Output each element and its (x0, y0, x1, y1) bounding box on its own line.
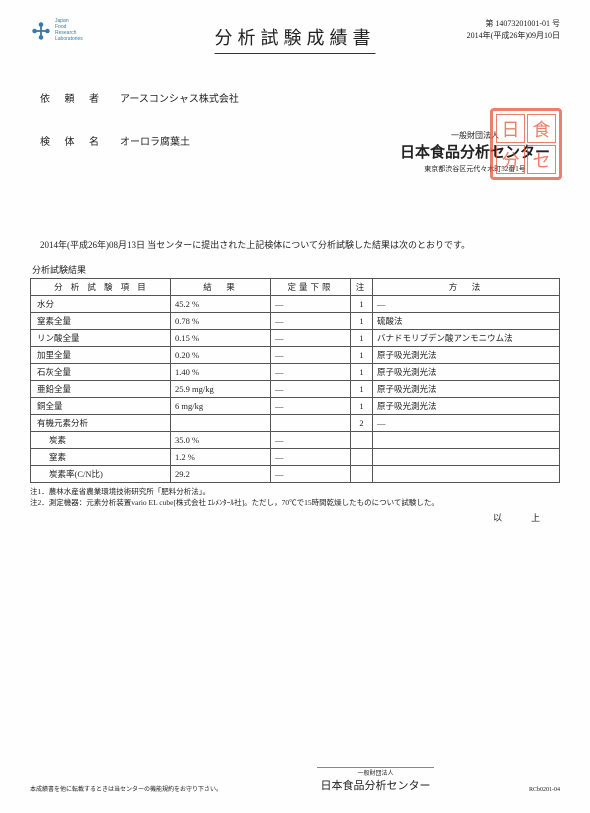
table-row: 炭素率(C/N比)29.2― (31, 466, 560, 483)
cell-item: 銅全量 (31, 398, 171, 415)
cell-note: 1 (351, 347, 373, 364)
logo-text: Japan Food Research Laboratories (55, 18, 83, 42)
footnote-2: 注2．測定機器：元素分析装置vario EL cube[株式会社 ｴﾚﾒﾝﾀｰﾙ… (30, 497, 560, 508)
cell-note (351, 449, 373, 466)
cell-item: 亜鉛全量 (31, 381, 171, 398)
cell-method: ― (373, 296, 560, 313)
table-row: 石灰全量1.40 %―1原子吸光測光法 (31, 364, 560, 381)
requester-value: アースコンシャス株式会社 (120, 94, 239, 105)
logo-icon (30, 20, 52, 42)
table-row: 水分45.2 %―1― (31, 296, 560, 313)
th-lower: 定量下限 (271, 279, 351, 296)
cell-note (351, 432, 373, 449)
cell-method (373, 449, 560, 466)
cell-note (351, 466, 373, 483)
th-result: 結 果 (171, 279, 271, 296)
cell-lower: ― (271, 347, 351, 364)
table-row: 窒素全量0.78 %―1硫酸法 (31, 313, 560, 330)
cell-lower: ― (271, 313, 351, 330)
table-row: 炭素35.0 %― (31, 432, 560, 449)
seal-stamp: 日食分セ (490, 108, 562, 180)
cell-result (171, 415, 271, 432)
cell-lower: ― (271, 466, 351, 483)
cell-item: 加里全量 (31, 347, 171, 364)
cell-result: 25.9 mg/kg (171, 381, 271, 398)
cell-lower: ― (271, 449, 351, 466)
cell-result: 1.40 % (171, 364, 271, 381)
table-row: リン酸全量0.15 %―1バナドモリブデン酸アンモニウム法 (31, 330, 560, 347)
cell-item: 水分 (31, 296, 171, 313)
footer-disclaimer: 本成績書を他に転載するときは当センターの機能規約をお守り下さい。 (30, 784, 222, 793)
cell-item: 石灰全量 (31, 364, 171, 381)
footnotes: 注1．農林水産省農業環境技術研究所「肥料分析法」。 注2．測定機器：元素分析装置… (30, 486, 560, 509)
footer-org-name: 日本食品分析センター (321, 780, 431, 792)
cell-item: 炭素 (31, 432, 171, 449)
cell-lower: ― (271, 364, 351, 381)
cell-result: 29.2 (171, 466, 271, 483)
cell-item: 窒素 (31, 449, 171, 466)
th-method: 方 法 (373, 279, 560, 296)
footer: 本成績書を他に転載するときは当センターの機能規約をお守り下さい。 一般財団法人 … (30, 767, 560, 793)
cell-method (373, 432, 560, 449)
th-item: 分 析 試 験 項 目 (31, 279, 171, 296)
cell-item: 炭素率(C/N比) (31, 466, 171, 483)
logo: Japan Food Research Laboratories (30, 18, 83, 42)
requester-label: 依 頼 者 (40, 94, 105, 105)
intro-text: 2014年(平成26年)08月13日 当センターに提出された上記検体について分析… (40, 238, 560, 251)
cell-result: 6 mg/kg (171, 398, 271, 415)
table-row: 有機元素分析 2― (31, 415, 560, 432)
table-row: 銅全量6 mg/kg―1原子吸光測光法 (31, 398, 560, 415)
footer-center: 一般財団法人 日本食品分析センター (222, 767, 529, 793)
logo-line: Laboratories (55, 36, 83, 42)
cell-note: 1 (351, 330, 373, 347)
cell-lower: ― (271, 381, 351, 398)
results-label: 分析試験結果 (32, 263, 560, 276)
footnote-1: 注1．農林水産省農業環境技術研究所「肥料分析法」。 (30, 486, 560, 497)
cell-item: リン酸全量 (31, 330, 171, 347)
cell-lower: ― (271, 432, 351, 449)
cell-result: 1.2 % (171, 449, 271, 466)
cell-method (373, 466, 560, 483)
cell-method: 原子吸光測光法 (373, 398, 560, 415)
cell-result: 0.15 % (171, 330, 271, 347)
table-row: 窒素1.2 %― (31, 449, 560, 466)
footer-org-pre: 一般財団法人 (317, 767, 433, 777)
cell-note: 1 (351, 381, 373, 398)
cell-lower: ― (271, 330, 351, 347)
sample-value: オーロラ腐葉土 (120, 137, 190, 148)
cell-result: 35.0 % (171, 432, 271, 449)
requester-row: 依 頼 者 アースコンシャス株式会社 (40, 90, 560, 105)
cell-method: ― (373, 415, 560, 432)
cell-method: 原子吸光測光法 (373, 381, 560, 398)
cell-result: 0.20 % (171, 347, 271, 364)
cell-note: 2 (351, 415, 373, 432)
cell-item: 有機元素分析 (31, 415, 171, 432)
cell-lower: ― (271, 296, 351, 313)
cell-note: 1 (351, 364, 373, 381)
sample-label: 検 体 名 (40, 137, 105, 148)
cell-note: 1 (351, 313, 373, 330)
doc-date-line: 2014年(平成26年)09月10日 (467, 30, 560, 42)
cell-item: 窒素全量 (31, 313, 171, 330)
th-note: 注 (351, 279, 373, 296)
cell-result: 0.78 % (171, 313, 271, 330)
cell-method: 原子吸光測光法 (373, 364, 560, 381)
cell-lower: ― (271, 398, 351, 415)
header: Japan Food Research Laboratories 分析試験成績書… (30, 18, 560, 68)
cell-method: バナドモリブデン酸アンモニウム法 (373, 330, 560, 347)
results-table: 分 析 試 験 項 目 結 果 定量下限 注 方 法 水分45.2 %―1―窒素… (30, 278, 560, 483)
document-title: 分析試験成績書 (215, 24, 376, 54)
closing-text: 以 上 (30, 511, 560, 524)
cell-method: 原子吸光測光法 (373, 347, 560, 364)
table-row: 加里全量0.20 %―1原子吸光測光法 (31, 347, 560, 364)
cell-note: 1 (351, 398, 373, 415)
document-number: 第 14073201001-01 号 2014年(平成26年)09月10日 (467, 18, 560, 42)
footer-code: RCb0201-04 (529, 787, 560, 793)
doc-no-line: 第 14073201001-01 号 (467, 18, 560, 30)
cell-lower (271, 415, 351, 432)
table-row: 亜鉛全量25.9 mg/kg―1原子吸光測光法 (31, 381, 560, 398)
cell-note: 1 (351, 296, 373, 313)
cell-method: 硫酸法 (373, 313, 560, 330)
cell-result: 45.2 % (171, 296, 271, 313)
